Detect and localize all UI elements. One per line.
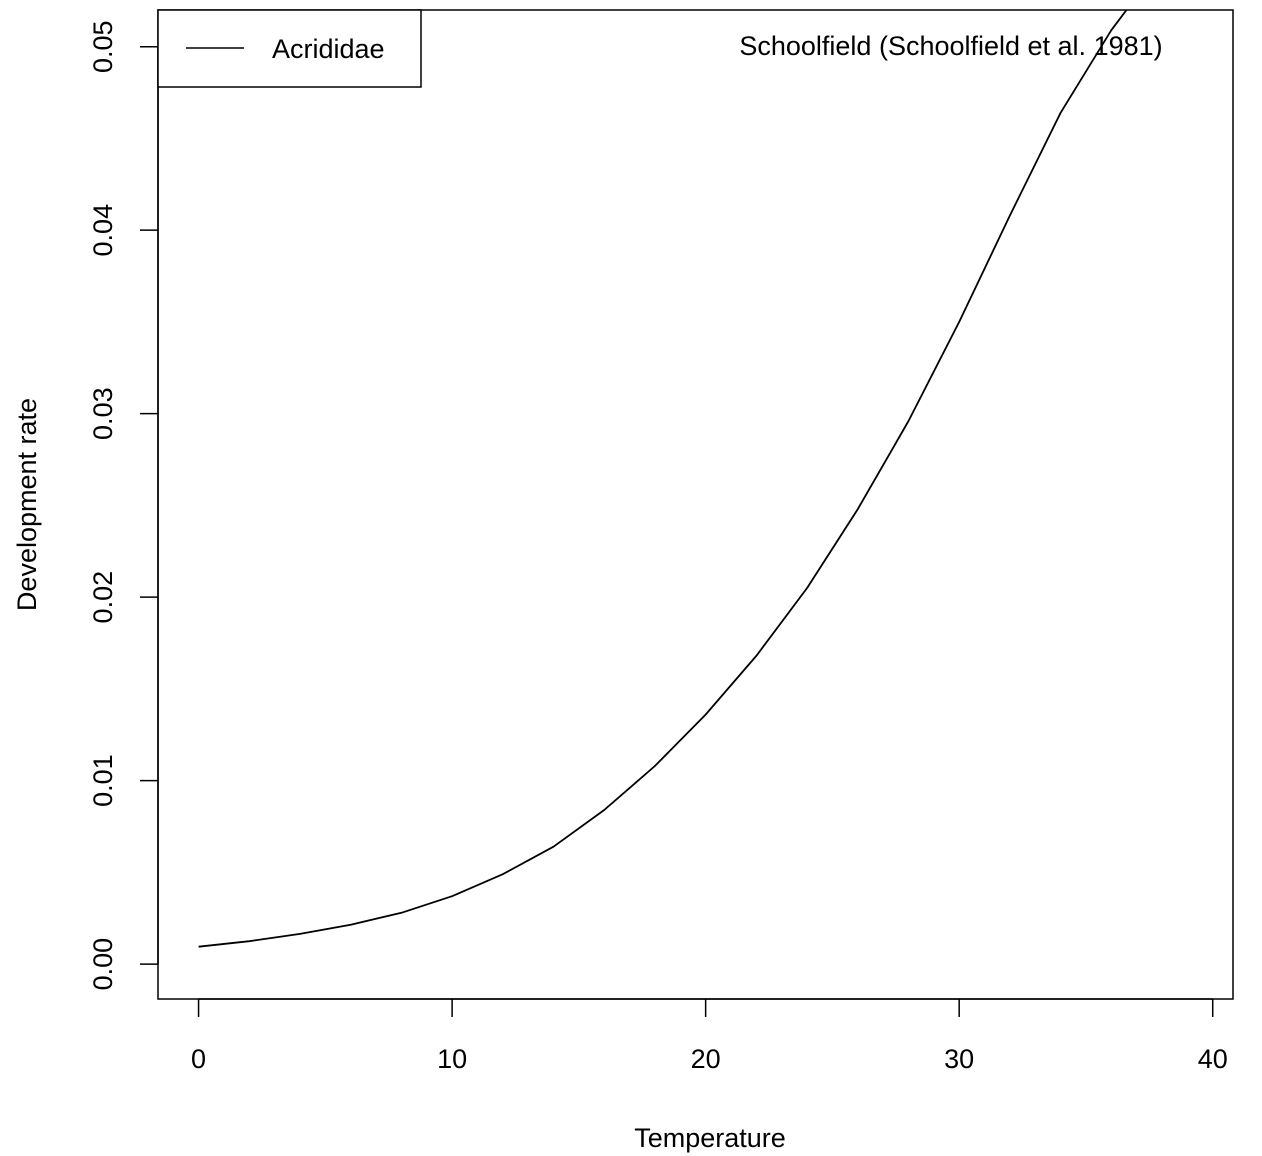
x-tick-label: 20 [691, 1044, 721, 1074]
y-axis: 0.00 0.01 0.02 0.03 0.04 0.05 [88, 20, 159, 991]
x-tick-label: 0 [191, 1044, 206, 1074]
legend: Acrididae [157, 9, 422, 88]
legend-label-acrididae: Acrididae [272, 34, 385, 64]
plot-frame [157, 9, 1234, 1000]
series-line-acrididae [198, 10, 1128, 948]
series-layer [198, 10, 1128, 948]
x-tick-label: 30 [944, 1044, 974, 1074]
x-axis-title: Temperature [634, 1123, 786, 1153]
x-tick-label: 40 [1198, 1044, 1228, 1074]
y-tick-label: 0.05 [88, 20, 118, 73]
y-tick-label: 0.04 [88, 204, 118, 257]
model-annotation: Schoolfield (Schoolfield et al. 1981) [739, 31, 1162, 61]
y-tick-label: 0.00 [88, 938, 118, 991]
y-tick-label: 0.01 [88, 754, 118, 807]
x-axis: 0 10 20 30 40 [191, 998, 1228, 1074]
y-axis-title: Development rate [12, 398, 42, 611]
y-tick-label: 0.03 [88, 387, 118, 440]
x-tick-label: 10 [437, 1044, 467, 1074]
y-tick-label: 0.02 [88, 571, 118, 624]
